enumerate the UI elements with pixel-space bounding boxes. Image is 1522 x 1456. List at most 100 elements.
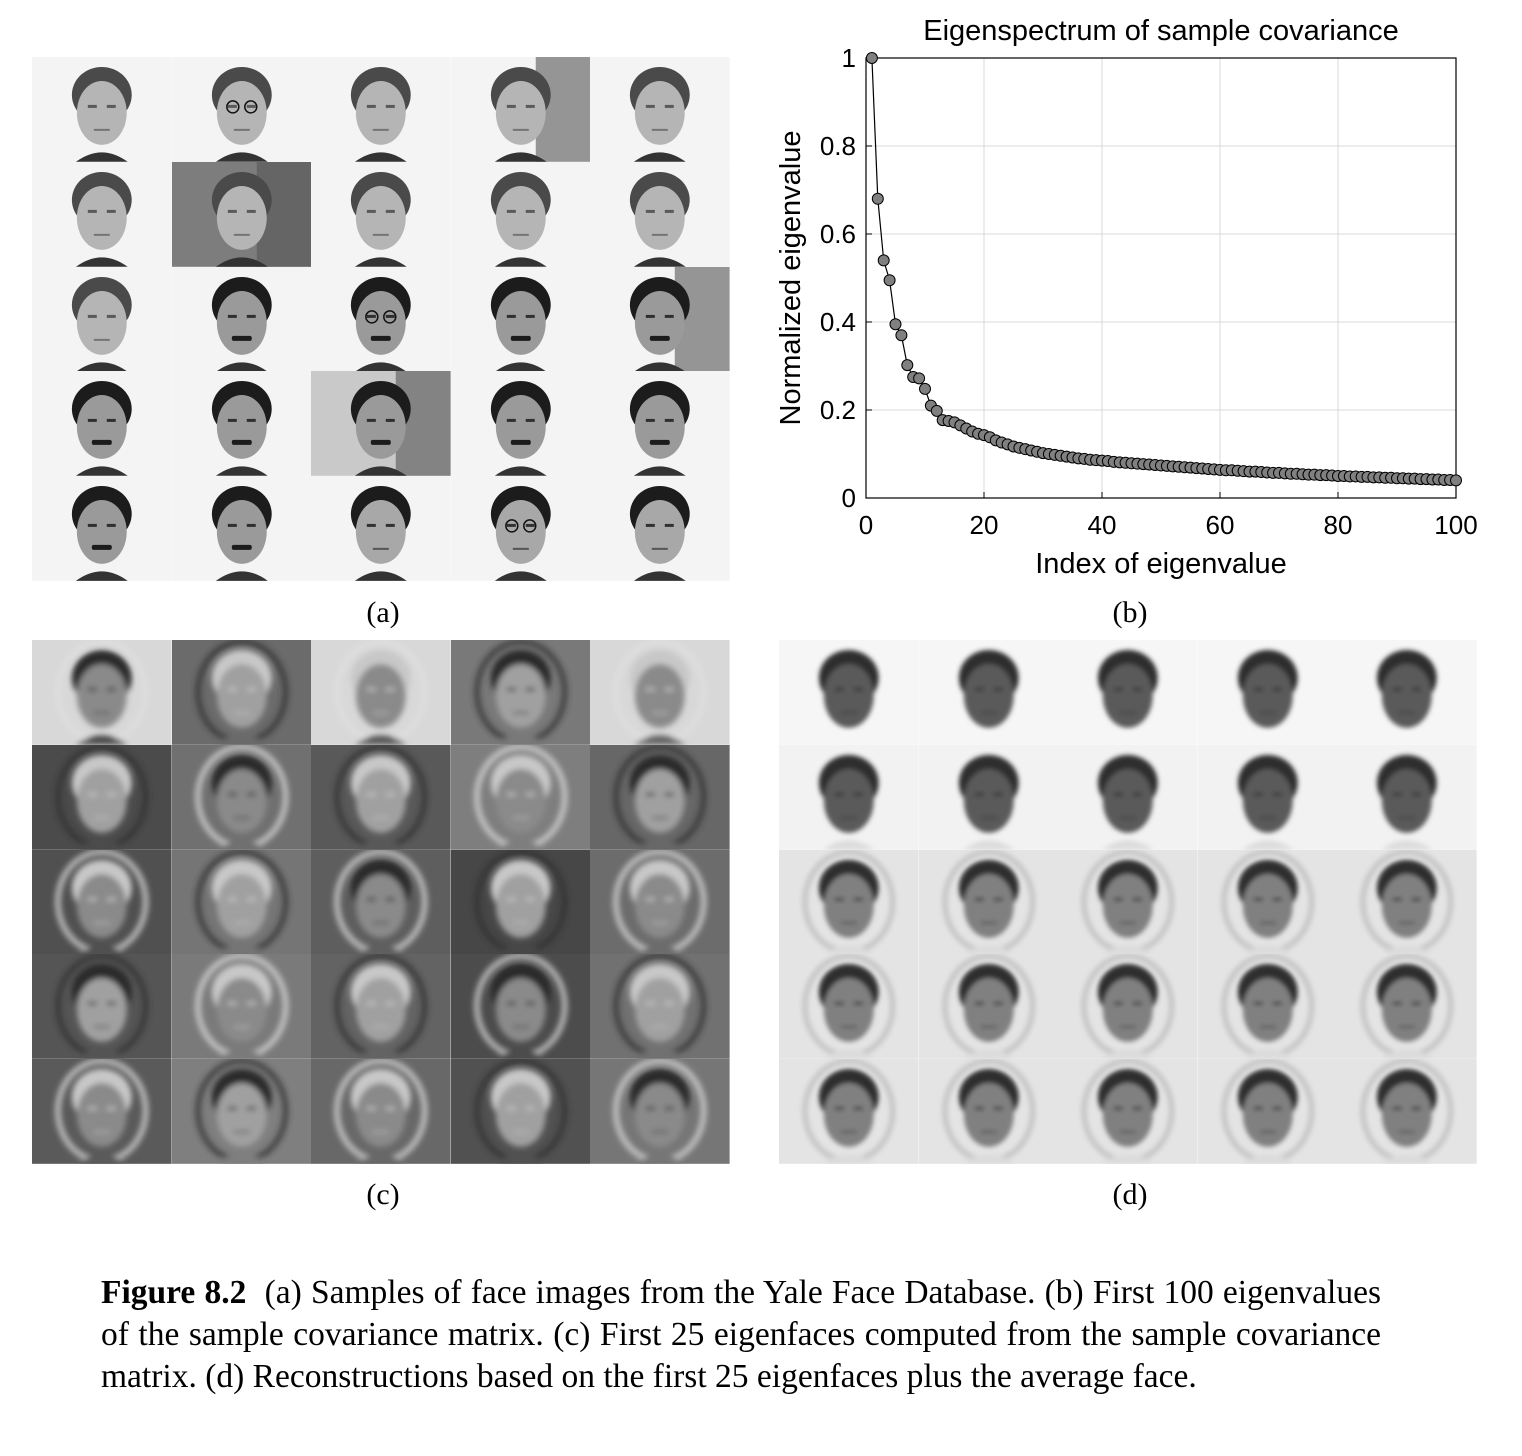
reconstruction-11 [779,849,919,955]
eigenface-1 [32,640,172,745]
eigenface-4 [450,640,591,745]
eigenface-12 [171,849,312,955]
sample-face-6 [32,161,172,267]
reconstruction-14 [1197,849,1338,955]
sample-face-5 [590,57,730,162]
sample-face-18 [311,371,451,477]
sample-face-23 [311,476,451,581]
x-tick-label: 0 [859,510,873,540]
eigenface-15 [590,849,730,955]
reconstruction-5 [1337,640,1477,745]
eigenspectrum-chart: 0 20 40 60 80 100 0 0.2 0.4 0.6 0.8 1 Eigenspectrum… [775,15,1478,580]
reconstruction-24 [1197,1059,1338,1164]
eigenface-18 [311,954,451,1060]
chart-title: Eigenspectrum of sample covariance [923,15,1399,47]
panel-a-label: (a) [366,596,400,629]
eigenface-8 [311,744,451,850]
eigenvalue-series-line [871,57,1457,481]
reconstruction-10 [1337,744,1477,850]
y-tick-label: 0.8 [820,131,856,161]
sample-face-16 [32,371,172,477]
eigenface-19 [450,954,591,1060]
reconstruction-22 [918,1059,1059,1164]
eigenface-11 [32,849,172,955]
eigenface-23 [311,1059,451,1164]
reconstruction-2 [918,640,1059,745]
figure-caption: Figure 8.2 (a) Samples of face images fr… [101,1272,1381,1398]
x-axis-label: Index of eigenvalue [1035,548,1287,580]
sample-face-4 [450,57,591,162]
data-point [865,52,878,64]
sample-face-9 [450,161,591,267]
reconstruction-20 [1337,954,1477,1060]
data-point [930,404,943,417]
eigenface-22 [171,1059,312,1164]
reconstruction-6 [779,744,919,850]
data-point [901,359,914,372]
eigenface-25 [590,1059,730,1164]
panel-b-label: (b) [1112,596,1148,629]
sample-face-25 [590,476,730,581]
data-point [883,274,896,287]
reconstruction-21 [779,1059,919,1164]
sample-face-7 [171,161,312,267]
eigenface-7 [171,744,312,850]
reconstruction-12 [918,849,1059,955]
reconstruction-18 [1058,954,1198,1060]
sample-face-8 [311,161,451,267]
sample-face-21 [32,476,172,581]
sample-face-12 [171,266,312,372]
sample-face-10 [590,161,730,267]
data-point [871,192,884,205]
x-tick-label: 80 [1324,510,1353,540]
eigenface-6 [32,744,172,850]
reconstruction-1 [779,640,919,745]
eigenface-2 [171,640,312,745]
reconstruction-25 [1337,1059,1477,1164]
eigenface-5 [590,640,730,745]
reconstruction-17 [918,954,1059,1060]
reconstructions-grid [779,640,1477,1164]
x-tick-label: 100 [1434,510,1477,540]
data-point [1450,474,1462,487]
eigenface-17 [171,954,312,1060]
data-point [895,329,908,342]
sample-face-20 [590,371,730,477]
data-point [877,254,890,267]
y-tick-label: 0.2 [820,395,856,425]
y-tick-label: 0.6 [820,219,856,249]
y-tick-label: 0 [842,483,856,513]
sample-face-3 [311,57,451,162]
eigenface-10 [590,744,730,850]
x-tick-label: 60 [1206,510,1235,540]
reconstruction-19 [1197,954,1338,1060]
sample-face-11 [32,266,172,372]
caption-text: (a) Samples of face images from the Yale… [101,1274,1381,1395]
sample-face-17 [171,371,312,477]
sample-face-1 [32,57,172,162]
eigenfaces-grid [32,640,730,1164]
reconstruction-16 [779,954,919,1060]
sample-face-2 [171,57,312,162]
panel-b: 0 20 40 60 80 100 0 0.2 0.4 0.6 0.8 1 Eigenspectrum… [760,8,1510,588]
eigenface-16 [32,954,172,1060]
panel-c-label: (c) [366,1178,400,1211]
sample-face-15 [590,266,730,372]
reconstruction-4 [1197,640,1338,745]
sample-face-19 [450,371,591,477]
sample-face-22 [171,476,312,581]
figure-number: Figure 8.2 [101,1274,247,1311]
reconstruction-23 [1058,1059,1198,1164]
reconstruction-7 [918,744,1059,850]
reconstruction-8 [1058,744,1198,850]
eigenface-24 [450,1059,591,1164]
y-tick-label: 0.4 [820,307,856,337]
data-point [919,382,931,395]
y-axis-label: Normalized eigenvalue [775,131,807,426]
reconstruction-13 [1058,849,1198,955]
panel-d-label: (d) [1112,1178,1148,1211]
data-point [913,372,926,385]
data-point [889,318,902,331]
eigenface-21 [32,1059,172,1164]
eigenface-13 [311,849,451,955]
